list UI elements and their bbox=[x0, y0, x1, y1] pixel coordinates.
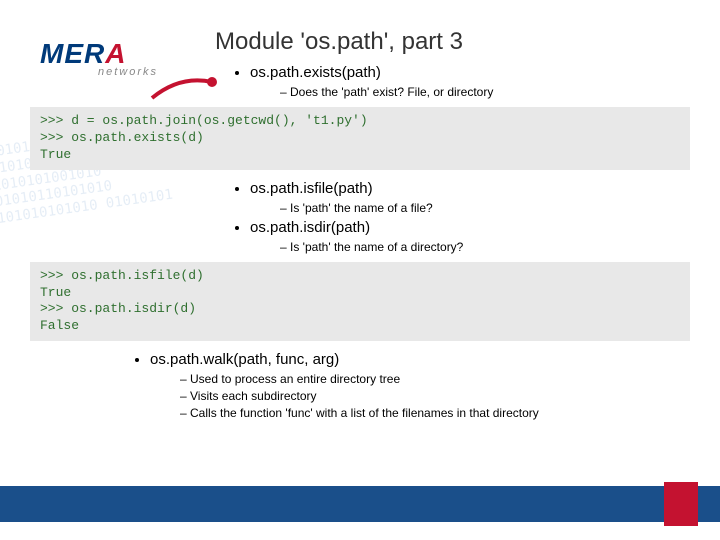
bullet-list-1: os.path.exists(path) Does the 'path' exi… bbox=[250, 64, 720, 99]
footer-bar bbox=[0, 486, 720, 522]
bullet-list-2: os.path.isfile(path) Is 'path' the name … bbox=[250, 180, 720, 254]
bullet-exists: os.path.exists(path) Does the 'path' exi… bbox=[250, 64, 720, 99]
code-line: >>> d = os.path.join(os.getcwd(), 't1.py… bbox=[40, 113, 368, 128]
code-line: True bbox=[40, 285, 71, 300]
bullet-text: os.path.isdir(path) bbox=[250, 219, 370, 236]
code-block-2: >>> os.path.isfile(d) True >>> os.path.i… bbox=[30, 262, 690, 342]
bullet-text: os.path.walk(path, func, arg) bbox=[150, 351, 339, 368]
code-block-1: >>> d = os.path.join(os.getcwd(), 't1.py… bbox=[30, 107, 690, 170]
bullet-isfile: os.path.isfile(path) Is 'path' the name … bbox=[250, 180, 720, 215]
page-title: Module 'os.path', part 3 bbox=[215, 28, 463, 56]
footer-accent bbox=[664, 482, 698, 526]
code-line: >>> os.path.isfile(d) bbox=[40, 268, 204, 283]
sub-bullet: Used to process an entire directory tree bbox=[180, 372, 720, 386]
sub-bullet: Is 'path' the name of a file? bbox=[280, 201, 720, 215]
sub-bullet: Is 'path' the name of a directory? bbox=[280, 240, 720, 254]
sub-bullet: Calls the function 'func' with a list of… bbox=[180, 406, 720, 420]
bullet-isdir: os.path.isdir(path) Is 'path' the name o… bbox=[250, 219, 720, 254]
bullet-walk: os.path.walk(path, func, arg) Used to pr… bbox=[150, 351, 720, 420]
content-area: os.path.exists(path) Does the 'path' exi… bbox=[0, 64, 720, 424]
code-line: False bbox=[40, 318, 79, 333]
code-line: True bbox=[40, 147, 71, 162]
code-line: >>> os.path.exists(d) bbox=[40, 130, 204, 145]
sub-bullet: Visits each subdirectory bbox=[180, 389, 720, 403]
code-line: >>> os.path.isdir(d) bbox=[40, 301, 196, 316]
bullet-text: os.path.isfile(path) bbox=[250, 180, 373, 197]
sub-bullet: Does the 'path' exist? File, or director… bbox=[280, 85, 720, 99]
bullet-list-3: os.path.walk(path, func, arg) Used to pr… bbox=[150, 351, 720, 420]
bullet-text: os.path.exists(path) bbox=[250, 64, 381, 81]
